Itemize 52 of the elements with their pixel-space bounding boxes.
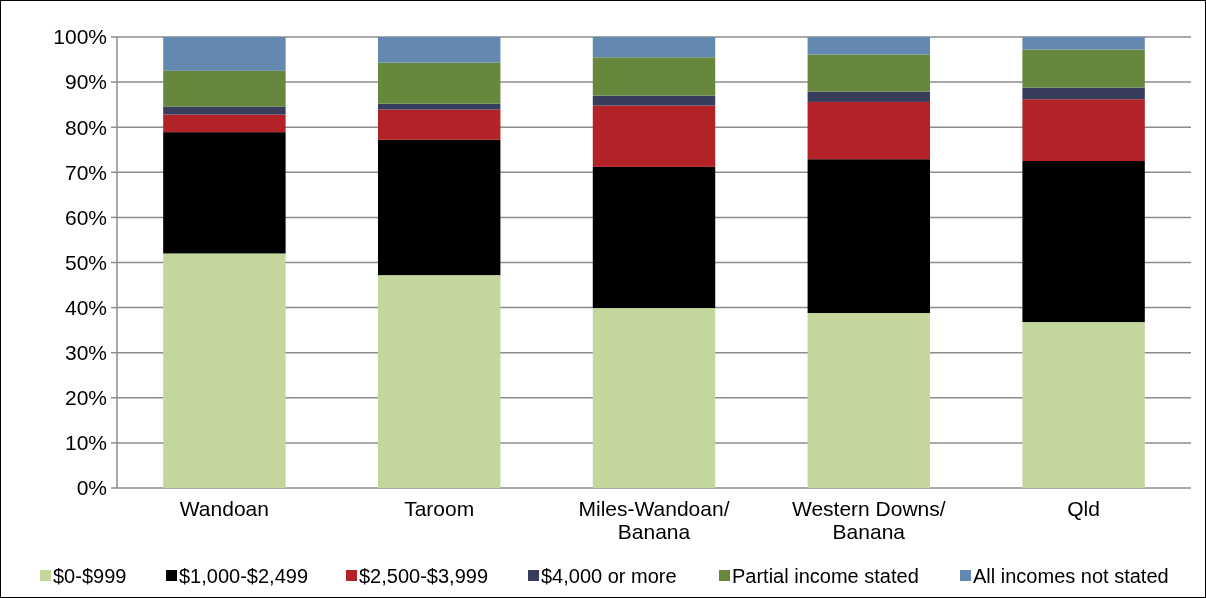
y-tick-label: 10% bbox=[64, 431, 107, 455]
y-tick-label: 50% bbox=[64, 250, 107, 274]
bar bbox=[163, 106, 286, 115]
bar bbox=[1022, 161, 1145, 323]
bar bbox=[807, 54, 931, 92]
bar bbox=[592, 105, 716, 167]
bar bbox=[807, 159, 931, 314]
x-tick-label: Western Downs/ Banana bbox=[791, 497, 946, 543]
x-tick-label: Miles-Wandoan/ Banana bbox=[578, 497, 730, 543]
y-tick-label: 0% bbox=[76, 476, 107, 500]
bar bbox=[1022, 87, 1145, 100]
bar bbox=[807, 37, 931, 55]
bar bbox=[163, 114, 286, 133]
y-tick-label: 60% bbox=[64, 205, 107, 229]
bar bbox=[1022, 37, 1145, 50]
y-tick-label: 70% bbox=[64, 160, 107, 184]
y-tick-label: 30% bbox=[64, 341, 107, 365]
x-tick-label: Qld bbox=[1067, 497, 1100, 520]
legend-label: All incomes not stated bbox=[973, 565, 1169, 587]
x-tick-label: Wandoan bbox=[179, 497, 269, 520]
bar bbox=[163, 132, 286, 254]
x-tick-label: Taroom bbox=[404, 497, 475, 520]
bar bbox=[377, 103, 501, 110]
bar bbox=[377, 37, 501, 63]
legend-label: $2,500-$3,999 bbox=[359, 565, 489, 587]
bar bbox=[377, 275, 501, 488]
bar bbox=[807, 313, 931, 488]
bar bbox=[807, 101, 931, 160]
legend-label: $0-$999 bbox=[53, 565, 127, 587]
bar bbox=[592, 57, 716, 96]
y-tick-label: 40% bbox=[64, 295, 107, 319]
bar bbox=[1022, 99, 1145, 162]
legend-label: $1,000-$2,499 bbox=[179, 565, 309, 587]
bar bbox=[592, 308, 716, 488]
bar bbox=[377, 109, 501, 140]
y-tick-label: 90% bbox=[64, 70, 107, 94]
legend-label: Partial income stated bbox=[732, 565, 919, 587]
bar bbox=[377, 62, 501, 104]
y-tick-label: 20% bbox=[64, 386, 107, 410]
bar bbox=[592, 95, 716, 106]
bar bbox=[1022, 322, 1145, 488]
bar bbox=[163, 253, 286, 488]
bar bbox=[163, 37, 286, 71]
bar bbox=[592, 166, 716, 309]
legend-label: $4,000 or more bbox=[541, 565, 677, 587]
y-tick-label: 100% bbox=[53, 25, 107, 49]
bar bbox=[377, 139, 501, 276]
bar bbox=[163, 70, 286, 107]
bar bbox=[1022, 49, 1145, 88]
y-tick-label: 80% bbox=[64, 115, 107, 139]
bar bbox=[592, 37, 716, 58]
bar bbox=[807, 91, 931, 102]
